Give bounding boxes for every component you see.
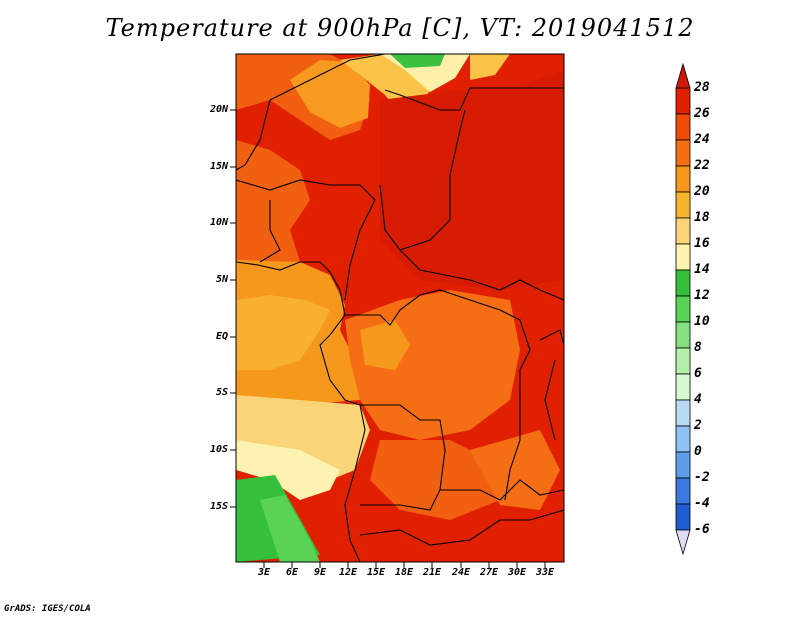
colorbar-label: 8: [694, 340, 702, 355]
colorbar-segment: [675, 321, 691, 349]
colorbar-segment: [675, 399, 691, 427]
credit-text: GrADS: IGES/COLA: [4, 604, 91, 614]
colorbar-segment: [675, 165, 691, 193]
lat-label: 5N: [215, 274, 228, 285]
lon-label: 6E: [285, 567, 299, 578]
colorbar-segment: [675, 295, 691, 323]
lat-label: 20N: [209, 104, 228, 115]
colorbar-label: 26: [694, 106, 710, 121]
colorbar-label: 14: [694, 262, 710, 277]
lon-label: 24E: [451, 567, 471, 578]
colorbar-label: -6: [694, 522, 710, 537]
colorbar-label: 6: [694, 366, 702, 381]
colorbar: [675, 62, 691, 556]
colorbar-label: 2: [694, 418, 702, 433]
lon-label: 21E: [422, 567, 442, 578]
colorbar-label: 12: [694, 288, 710, 303]
colorbar-segment: [675, 139, 691, 167]
lon-label: 27E: [479, 567, 499, 578]
colorbar-segment: [675, 503, 691, 531]
colorbar-label: 18: [694, 210, 710, 225]
colorbar-segment: [675, 217, 691, 245]
lon-label: 3E: [257, 567, 271, 578]
colorbar-label: 24: [694, 132, 710, 147]
colorbar-over-triangle: [675, 62, 691, 89]
colorbar-segment: [675, 347, 691, 375]
colorbar-label: 10: [694, 314, 710, 329]
colorbar-segment: [675, 243, 691, 271]
colorbar-segment: [675, 269, 691, 297]
lat-ticks: [230, 109, 236, 508]
lon-label: 18E: [394, 567, 414, 578]
colorbar-label: 4: [694, 392, 702, 407]
colorbar-segment: [675, 477, 691, 505]
colorbar-label: 28: [694, 80, 710, 95]
country-boundaries: [236, 54, 564, 562]
map-title: Temperature at 900hPa [C], VT: 201904151…: [105, 14, 695, 42]
lon-label: 15E: [366, 567, 386, 578]
lon-label: 9E: [313, 567, 327, 578]
lat-label: 10S: [209, 444, 228, 455]
lon-label: 33E: [535, 567, 555, 578]
lon-label: 30E: [507, 567, 527, 578]
lat-label: 10N: [209, 217, 228, 228]
colorbar-label: -4: [694, 496, 710, 511]
colorbar-label: 16: [694, 236, 710, 251]
colorbar-label: 22: [694, 158, 710, 173]
lon-ticks: [263, 562, 546, 568]
lat-label: 5S: [215, 387, 228, 398]
colorbar-segment: [675, 373, 691, 401]
lat-label: EQ: [215, 331, 228, 342]
colorbar-segment: [675, 191, 691, 219]
lat-label: 15S: [209, 501, 228, 512]
colorbar-segment: [675, 425, 691, 453]
lon-label: 12E: [338, 567, 358, 578]
map-frame: [235, 53, 565, 563]
colorbar-segment: [675, 451, 691, 479]
colorbar-label: 20: [694, 184, 710, 199]
colorbar-label: -2: [694, 470, 710, 485]
lat-label: 15N: [209, 161, 228, 172]
colorbar-segment: [675, 113, 691, 141]
colorbar-label: 0: [694, 444, 702, 459]
temperature-field: [236, 54, 564, 562]
colorbar-segment: [675, 87, 691, 115]
colorbar-under-triangle: [675, 529, 691, 556]
